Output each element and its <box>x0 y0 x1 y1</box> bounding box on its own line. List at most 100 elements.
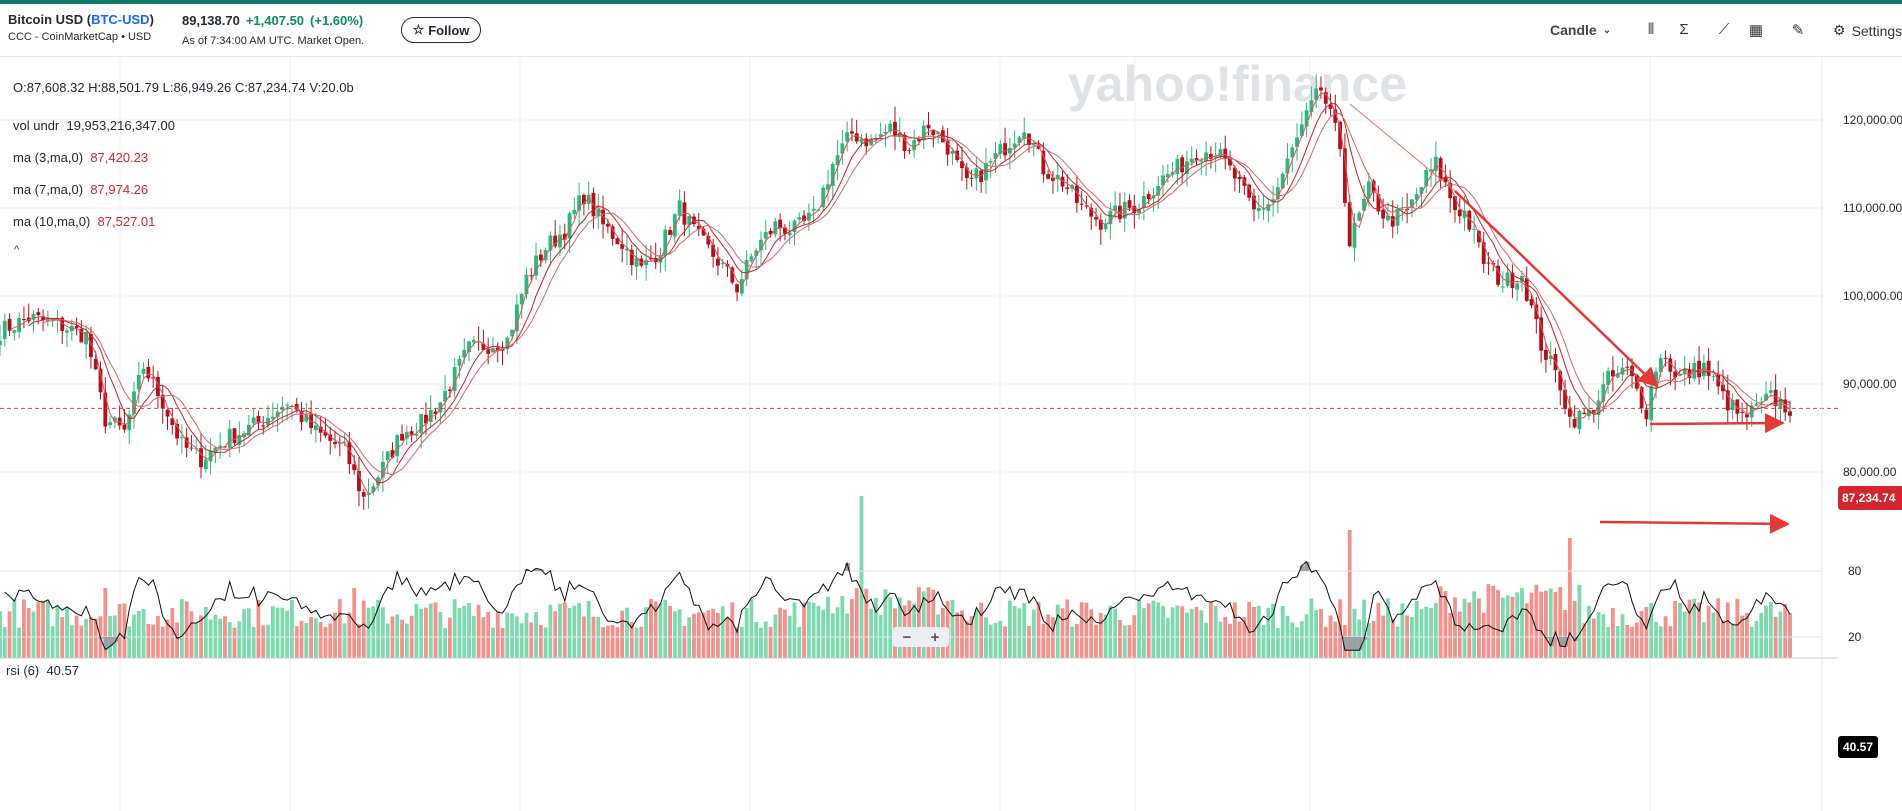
candle-body <box>380 461 385 478</box>
volume-bar <box>854 588 859 658</box>
volume-bar <box>864 588 869 658</box>
ma10-legend[interactable]: ma (10,ma,0) 87,527.01 <box>13 214 156 229</box>
volume-bar <box>1247 601 1252 658</box>
volume-bar <box>1127 625 1132 658</box>
volume-bar <box>17 627 22 658</box>
volume-bar <box>1634 622 1639 658</box>
volume-bar <box>1745 613 1749 658</box>
ticker-link[interactable]: BTC-USD <box>91 12 150 27</box>
ma-line <box>28 103 1791 484</box>
rsi-overbought-fill <box>524 569 530 571</box>
candle-body <box>419 413 424 434</box>
candle-body <box>1347 202 1352 247</box>
volume-bar <box>658 603 663 658</box>
volume-bar <box>1252 606 1256 658</box>
candle-body <box>1007 147 1012 154</box>
volume-bar <box>768 626 773 658</box>
volume-bar <box>1682 611 1687 658</box>
volume-bar <box>438 611 443 658</box>
candle-body <box>146 366 151 379</box>
pencil-icon[interactable]: ✎ <box>1791 22 1805 39</box>
candle-body <box>103 392 108 427</box>
candle-body <box>433 411 438 414</box>
collapse-icon[interactable]: ^ <box>14 244 20 256</box>
volume-bar <box>218 618 223 658</box>
volume-bar <box>1706 605 1711 658</box>
candle-body <box>199 448 203 468</box>
candle-body <box>1280 173 1285 189</box>
volume-bar <box>1079 602 1084 658</box>
candle-body <box>404 432 409 439</box>
compare-icon[interactable]: ⫴ <box>1647 21 1655 38</box>
volume-bar <box>12 600 17 658</box>
candle-body <box>371 486 376 492</box>
candle-body <box>1644 409 1649 420</box>
volume-bar <box>950 599 955 658</box>
candle-body <box>1558 371 1563 391</box>
candle-body <box>567 213 572 239</box>
candle-body <box>1419 187 1424 194</box>
volume-bar <box>677 609 682 658</box>
minus-icon[interactable]: − <box>902 628 912 646</box>
candle-body <box>754 250 759 256</box>
candle-body <box>443 391 448 402</box>
volume-bar <box>519 623 524 658</box>
candle-body <box>783 227 787 234</box>
candle-body <box>93 358 98 370</box>
candle-body <box>701 228 706 236</box>
candle-body <box>845 132 850 142</box>
volume-bar <box>763 621 768 658</box>
volume-bar <box>290 599 294 658</box>
candle-body <box>1295 137 1299 147</box>
candle-body <box>644 259 649 266</box>
volume-bar <box>1563 610 1567 658</box>
volume-bar <box>1457 611 1462 658</box>
candle-body <box>1778 398 1783 409</box>
volume-bar <box>1644 607 1649 658</box>
candle-body <box>1103 224 1108 230</box>
candle-body <box>352 464 357 471</box>
ma3-legend[interactable]: ma (3,ma,0) 87,420.23 <box>13 150 149 165</box>
volume-bar <box>524 613 529 658</box>
chart-type-dropdown[interactable]: Candle ⌄ <box>1550 22 1612 38</box>
volume-bar <box>313 618 318 658</box>
volume-bar <box>347 612 352 658</box>
candle-body <box>261 425 266 427</box>
volume-bar <box>136 610 141 658</box>
volume-bar <box>845 613 850 658</box>
ma7-legend[interactable]: ma (7,ma,0) 87,974.26 <box>13 182 149 197</box>
volume-bar <box>577 602 582 658</box>
volume-bar <box>270 606 275 658</box>
plus-icon[interactable]: + <box>930 628 940 646</box>
candle-body <box>888 123 893 132</box>
candle-body <box>1309 100 1314 113</box>
volume-bar <box>1228 623 1232 658</box>
follow-button[interactable]: ☆ Follow <box>401 17 481 43</box>
indicators-icon[interactable]: Σ <box>1679 21 1689 38</box>
volume-bar <box>50 626 55 658</box>
candle-body <box>1476 231 1481 243</box>
volume-bar <box>246 608 251 658</box>
candle-body <box>1496 265 1500 285</box>
candle-body <box>883 131 888 134</box>
volume-bar <box>955 612 960 658</box>
settings-button[interactable]: ⚙ Settings <box>1833 22 1902 39</box>
candle-body <box>1079 203 1084 205</box>
volume-bar <box>69 625 74 658</box>
rsi-oversold-fill <box>1543 637 1549 639</box>
volume-bar <box>1362 599 1366 658</box>
calendar-icon[interactable]: ▦ <box>1748 22 1764 39</box>
volume-bar <box>1390 619 1395 658</box>
volume-bar <box>1376 602 1381 658</box>
volume-bar <box>1070 626 1074 658</box>
rsi-oversold-fill <box>112 637 118 643</box>
volume-bar <box>452 599 457 658</box>
volume-bar <box>1658 626 1663 658</box>
volume-bar <box>404 623 409 658</box>
volume-bar <box>811 602 816 658</box>
volume-bar <box>567 607 572 658</box>
candle-body <box>132 391 136 414</box>
volume-bar <box>194 623 199 658</box>
draw-trend-icon[interactable]: ⟋ <box>1718 21 1730 38</box>
